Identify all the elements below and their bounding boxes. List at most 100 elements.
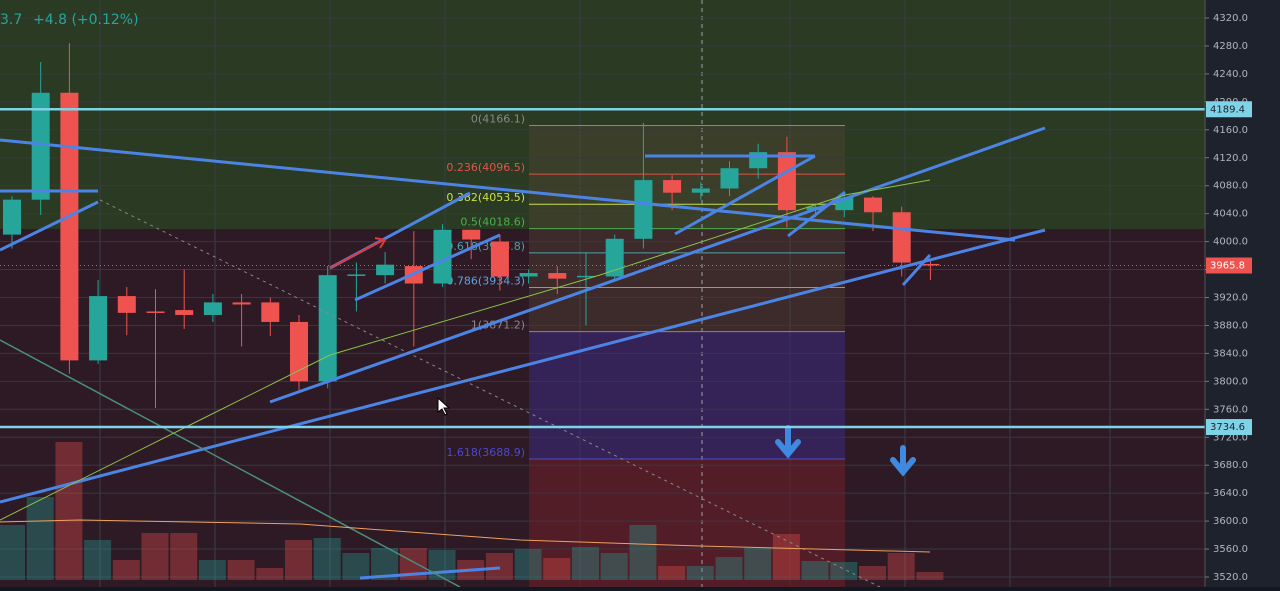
volume-bar	[313, 538, 341, 580]
volume-bar	[543, 558, 571, 580]
y-tick-label: 3640.0	[1213, 488, 1248, 499]
candle-body	[203, 302, 222, 315]
fib-label: 1.618(3688.9)	[446, 446, 525, 459]
candle-body	[921, 263, 940, 266]
y-tick-label: 3760.0	[1213, 404, 1248, 415]
fib-label: 0.236(4096.5)	[446, 161, 525, 174]
cursor	[437, 396, 451, 416]
fib-label: 1(3871.2)	[471, 319, 525, 332]
trend-line	[0, 339, 461, 588]
volume-bar	[112, 560, 140, 580]
volume-bar	[198, 560, 226, 580]
last-price-label: 3965.8	[1210, 260, 1245, 271]
candle-body	[175, 310, 194, 315]
candle-body	[290, 321, 308, 382]
volume-bar	[514, 549, 542, 580]
volume-bar	[55, 442, 83, 580]
diagonal-guide	[99, 199, 881, 588]
candle-body	[548, 273, 567, 279]
y-tick-label: 3520.0	[1213, 572, 1248, 583]
candle-body	[60, 92, 79, 361]
y-tick-label: 3600.0	[1213, 516, 1248, 527]
y-tick-label: 3880.0	[1213, 320, 1248, 331]
volume-bar	[830, 562, 858, 580]
price-axis	[1205, 0, 1280, 587]
y-tick-label: 4280.0	[1213, 41, 1248, 52]
candle-body	[519, 273, 538, 277]
target-zone	[529, 460, 845, 587]
volume-bar	[686, 566, 714, 580]
candle-body	[720, 168, 739, 189]
volume-bar	[256, 568, 284, 580]
candle-body	[347, 274, 366, 276]
y-tick-label: 3560.0	[1213, 544, 1248, 555]
volume-bar	[485, 553, 513, 580]
volume-bar	[285, 540, 312, 580]
candle-body	[691, 188, 710, 193]
volume-bar	[84, 540, 112, 580]
candle-body	[3, 199, 21, 235]
level-tag	[1206, 101, 1252, 118]
candle-body	[892, 212, 911, 263]
volume-bar	[859, 566, 886, 580]
volume-bar	[916, 572, 944, 580]
volume-bar	[600, 553, 628, 580]
header-change: +4.8 (+0.12%)	[33, 12, 139, 28]
candle-body	[89, 296, 108, 361]
candle-body	[31, 92, 50, 200]
last-price-tag	[1206, 257, 1252, 274]
candle-body	[318, 275, 337, 382]
fib-label: 0.786(3934.3)	[446, 275, 525, 288]
candle-body	[864, 197, 882, 213]
y-tick-label: 3840.0	[1213, 348, 1248, 359]
profit-zone	[0, 0, 1205, 229]
volume-bar	[342, 553, 370, 580]
candle-body	[232, 302, 251, 305]
candle-body	[577, 275, 595, 278]
fib-label: 0.5(4018.6)	[460, 216, 525, 229]
volume-bar	[170, 533, 198, 580]
candle-body	[146, 311, 165, 313]
candle-body	[605, 238, 624, 277]
volume-bar	[428, 550, 456, 580]
y-tick-label: 3720.0	[1213, 432, 1248, 443]
candle-body	[490, 241, 509, 277]
volume-bar	[0, 525, 25, 580]
volume-bar	[26, 497, 54, 580]
volume-average	[0, 519, 931, 553]
volume-bar	[629, 525, 657, 580]
volume-bar	[227, 560, 255, 580]
y-tick-label: 4240.0	[1213, 69, 1248, 80]
candle-body	[376, 264, 395, 276]
volume-bar	[658, 566, 686, 580]
trend-lines	[0, 126, 1046, 580]
y-tick-label: 3680.0	[1213, 460, 1248, 471]
volume-bar	[715, 557, 743, 580]
y-tick-label: 4160.0	[1213, 125, 1248, 136]
candle-body	[462, 229, 481, 240]
volume-bar	[141, 533, 169, 580]
level-label: 3734.6	[1210, 422, 1245, 433]
moving-average	[0, 179, 931, 521]
y-tick-label: 4080.0	[1213, 181, 1248, 192]
candle-body	[117, 296, 136, 313]
volume-bar	[572, 547, 599, 580]
volume-bar	[744, 548, 772, 580]
y-tick-label: 3920.0	[1213, 293, 1248, 304]
down-arrow	[775, 425, 801, 459]
candle-body	[634, 180, 653, 239]
y-tick-label: 4320.0	[1213, 13, 1248, 24]
candle-body	[777, 152, 796, 211]
level-label: 4189.4	[1210, 104, 1245, 115]
volume-bar	[887, 553, 915, 580]
arrow-annotation	[329, 237, 387, 269]
header-price: 3.7	[0, 12, 22, 28]
level-tag	[1206, 419, 1252, 436]
down-arrow	[890, 445, 916, 477]
candle-body	[663, 180, 682, 193]
y-tick-label: 4120.0	[1213, 153, 1248, 164]
volume-bar	[772, 534, 800, 580]
volume-bar	[801, 561, 829, 580]
fib-label: 0(4166.1)	[471, 113, 525, 126]
